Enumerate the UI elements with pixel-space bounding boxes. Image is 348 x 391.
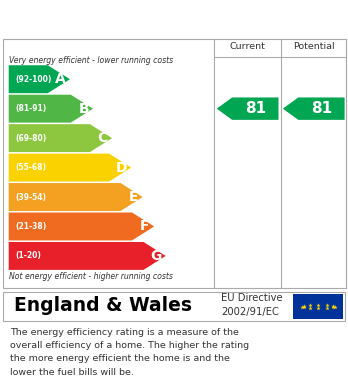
Text: E: E [129,190,138,204]
Polygon shape [9,242,166,270]
Text: (1-20): (1-20) [15,251,41,260]
Text: (55-68): (55-68) [15,163,46,172]
Text: (92-100): (92-100) [15,75,52,84]
Text: D: D [116,161,128,174]
Polygon shape [9,154,131,181]
Polygon shape [9,183,143,211]
Text: F: F [140,219,150,233]
Text: B: B [78,102,89,116]
Text: C: C [98,131,108,145]
Text: The energy efficiency rating is a measure of the
overall efficiency of a home. T: The energy efficiency rating is a measur… [10,328,250,377]
Text: A: A [55,72,66,86]
Bar [293,294,343,319]
Text: (69-80): (69-80) [15,134,46,143]
Text: (39-54): (39-54) [15,192,46,201]
Text: Energy Efficiency Rating: Energy Efficiency Rating [10,10,239,28]
Text: 81: 81 [311,101,332,116]
Text: Very energy efficient - lower running costs: Very energy efficient - lower running co… [9,56,173,65]
Text: Current: Current [230,42,266,51]
Polygon shape [283,97,345,120]
Text: 81: 81 [245,101,266,116]
Text: Potential: Potential [293,42,334,51]
Text: G: G [151,249,162,263]
Text: EU Directive
2002/91/EC: EU Directive 2002/91/EC [221,293,283,317]
Text: England & Wales: England & Wales [14,296,192,316]
Polygon shape [9,124,112,152]
Polygon shape [217,97,278,120]
Text: (81-91): (81-91) [15,104,46,113]
Text: Not energy efficient - higher running costs: Not energy efficient - higher running co… [9,272,173,281]
Polygon shape [9,213,154,240]
Polygon shape [9,95,93,123]
Text: (21-38): (21-38) [15,222,46,231]
Polygon shape [9,65,70,93]
